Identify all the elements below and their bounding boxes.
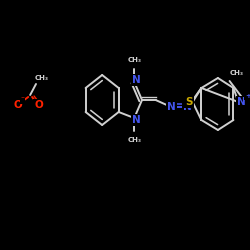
Text: N: N (167, 102, 175, 112)
Text: N: N (132, 115, 140, 125)
Text: N: N (132, 75, 140, 85)
Text: CH₃: CH₃ (127, 57, 141, 63)
Text: CH₃: CH₃ (127, 137, 141, 143)
Text: +: + (245, 93, 250, 99)
Text: S: S (185, 97, 192, 107)
Text: N: N (183, 102, 192, 112)
Text: O: O (34, 100, 43, 110)
Text: O: O (13, 100, 22, 110)
Text: ⁻: ⁻ (20, 94, 24, 104)
Text: CH₃: CH₃ (230, 70, 243, 76)
Text: N: N (237, 97, 246, 107)
Text: CH₃: CH₃ (35, 75, 49, 81)
